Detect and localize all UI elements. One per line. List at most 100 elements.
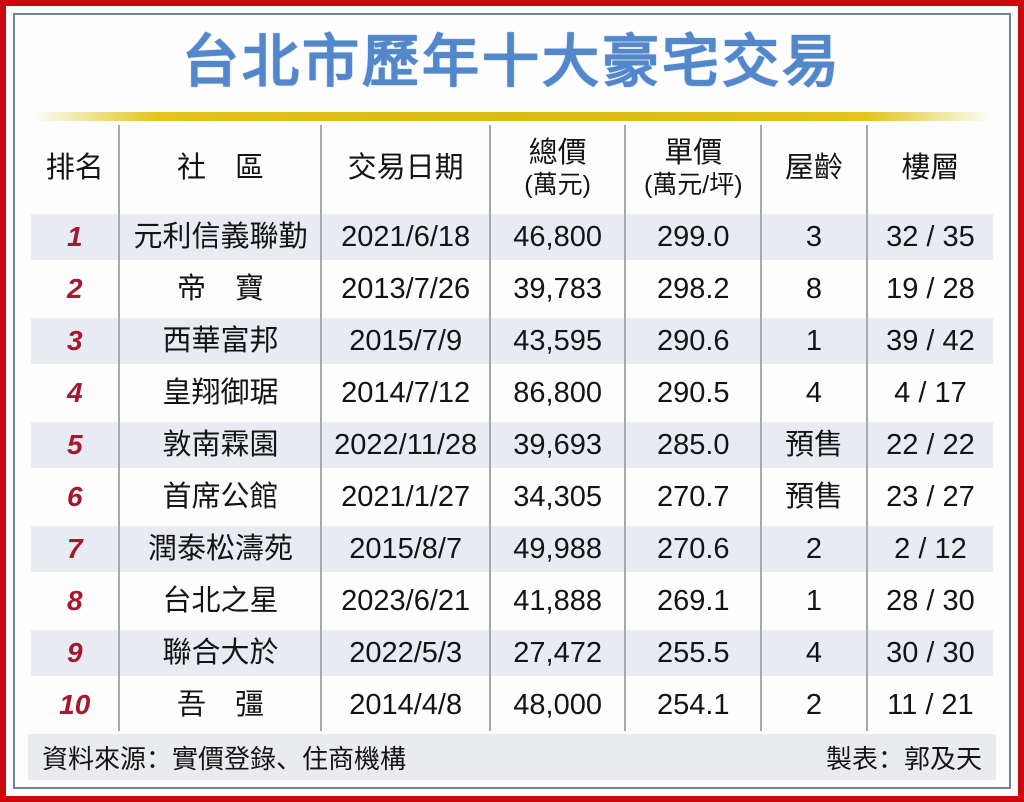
total-price-cell: 27,472 (491, 627, 627, 680)
unit-price-cell: 269.1 (626, 575, 763, 628)
unit-price-cell: 285.0 (626, 419, 763, 472)
top10-table: 排名 社 區 交易日期 總價 (萬元) 單價 (萬元/坪) 屋齡 樓層 1 元利… (31, 125, 993, 732)
total-price-cell: 46,800 (491, 211, 627, 264)
date-cell: 2022/5/3 (322, 627, 491, 680)
age-cell: 1 (762, 315, 868, 368)
floor-cell: 4 / 17 (894, 376, 967, 409)
floor-cell: 11 / 21 (887, 688, 974, 721)
age-cell: 預售 (762, 419, 868, 472)
table-row: 1 元利信義聯勤 2021/6/18 46,800 299.0 3 32 / 3… (31, 211, 993, 264)
footer-bar: 資料來源：實價登錄、住商機構 製表：郭及天 (28, 734, 996, 780)
date-cell: 2021/6/18 (322, 211, 491, 264)
rank-cell: 3 (31, 315, 121, 368)
yellow-accent-divider (32, 112, 992, 122)
floor-cell: 32 / 35 (886, 220, 975, 253)
total-price-cell: 34,305 (491, 471, 627, 524)
community-cell: 西華富邦 (120, 315, 323, 368)
floor-cell: 2 / 12 (894, 532, 967, 565)
table-row: 5 敦南霖園 2022/11/28 39,693 285.0 預售 22 / 2… (31, 419, 993, 472)
header-total-price: 總價 (萬元) (491, 125, 627, 212)
unit-price-cell: 290.6 (626, 315, 763, 368)
header-age: 屋齡 (762, 125, 868, 212)
header-unit-price: 單價 (萬元/坪) (626, 125, 763, 212)
unit-price-cell: 298.2 (626, 263, 763, 316)
date-cell: 2022/11/28 (322, 419, 491, 472)
rank-cell: 1 (31, 211, 121, 264)
total-price-cell: 39,783 (491, 263, 627, 316)
community-cell: 帝 寶 (120, 263, 323, 316)
floor-cell: 19 / 28 (886, 272, 975, 305)
header-unit-price-line2: (萬元/坪) (643, 170, 743, 199)
age-cell: 預售 (762, 471, 868, 524)
unit-price-cell: 254.1 (626, 679, 763, 732)
rank-cell: 5 (31, 419, 121, 472)
table-body: 1 元利信義聯勤 2021/6/18 46,800 299.0 3 32 / 3… (31, 211, 993, 732)
floor-cell: 39 / 42 (886, 324, 975, 357)
age-cell: 8 (762, 263, 868, 316)
floor-cell: 23 / 27 (886, 480, 975, 513)
header-total-price-line1: 總價 (528, 137, 587, 170)
table-row: 10 吾 彊 2014/4/8 48,000 254.1 2 11 / 21 (31, 679, 993, 732)
table-row: 6 首席公館 2021/1/27 34,305 270.7 預售 23 / 27 (31, 471, 993, 524)
date-cell: 2023/6/21 (322, 575, 491, 628)
total-price-cell: 39,693 (491, 419, 627, 472)
rank-cell: 7 (31, 523, 121, 576)
total-price-cell: 49,988 (491, 523, 627, 576)
rank-cell: 9 (31, 627, 121, 680)
community-cell: 台北之星 (120, 575, 323, 628)
rank-cell: 2 (31, 263, 121, 316)
data-source-note: 資料來源：實價登錄、住商機構 (42, 743, 407, 774)
rank-cell: 4 (31, 367, 121, 420)
header-community: 社 區 (120, 125, 323, 212)
age-cell: 3 (762, 211, 868, 264)
rank-cell: 6 (31, 471, 121, 524)
floor-cell: 28 / 30 (886, 584, 975, 617)
header-total-price-line2: (萬元) (524, 170, 591, 199)
table-header-row: 排名 社 區 交易日期 總價 (萬元) 單價 (萬元/坪) 屋齡 樓層 (31, 125, 993, 212)
table-row: 8 台北之星 2023/6/21 41,888 269.1 1 28 / 30 (31, 575, 993, 628)
floor-cell: 22 / 22 (886, 428, 975, 461)
age-cell: 2 (762, 679, 868, 732)
age-cell: 2 (762, 523, 868, 576)
date-cell: 2014/7/12 (322, 367, 491, 420)
floor-cell: 30 / 30 (886, 636, 975, 669)
header-unit-price-line1: 單價 (664, 137, 723, 170)
table-row: 4 皇翔御琚 2014/7/12 86,800 290.5 4 4 / 17 (31, 367, 993, 420)
date-cell: 2014/4/8 (322, 679, 491, 732)
rank-cell: 10 (31, 679, 121, 732)
table-row: 2 帝 寶 2013/7/26 39,783 298.2 8 19 / 28 (31, 263, 993, 316)
rank-cell: 8 (31, 575, 121, 628)
header-rank: 排名 (31, 125, 121, 212)
age-cell: 4 (762, 367, 868, 420)
total-price-cell: 41,888 (491, 575, 627, 628)
table-row: 9 聯合大於 2022/5/3 27,472 255.5 4 30 / 30 (31, 627, 993, 680)
date-cell: 2015/8/7 (322, 523, 491, 576)
total-price-cell: 48,000 (491, 679, 627, 732)
total-price-cell: 43,595 (491, 315, 627, 368)
age-cell: 4 (762, 627, 868, 680)
unit-price-cell: 290.5 (626, 367, 763, 420)
community-cell: 潤泰松濤苑 (120, 523, 323, 576)
unit-price-cell: 270.7 (626, 471, 763, 524)
date-cell: 2015/7/9 (322, 315, 491, 368)
community-cell: 吾 彊 (120, 679, 323, 732)
community-cell: 元利信義聯勤 (120, 211, 323, 264)
community-cell: 首席公館 (120, 471, 323, 524)
community-cell: 敦南霖園 (120, 419, 323, 472)
header-date: 交易日期 (322, 125, 491, 212)
page-title: 台北市歷年十大豪宅交易 (182, 30, 842, 94)
date-cell: 2021/1/27 (322, 471, 491, 524)
credit-note: 製表：郭及天 (825, 743, 982, 774)
header-floor: 樓層 (901, 151, 960, 184)
table-row: 3 西華富邦 2015/7/9 43,595 290.6 1 39 / 42 (31, 315, 993, 368)
community-cell: 皇翔御琚 (120, 367, 323, 420)
unit-price-cell: 255.5 (626, 627, 763, 680)
community-cell: 聯合大於 (120, 627, 323, 680)
age-cell: 1 (762, 575, 868, 628)
unit-price-cell: 270.6 (626, 523, 763, 576)
unit-price-cell: 299.0 (626, 211, 763, 264)
total-price-cell: 86,800 (491, 367, 627, 420)
table-row: 7 潤泰松濤苑 2015/8/7 49,988 270.6 2 2 / 12 (31, 523, 993, 576)
date-cell: 2013/7/26 (322, 263, 491, 316)
